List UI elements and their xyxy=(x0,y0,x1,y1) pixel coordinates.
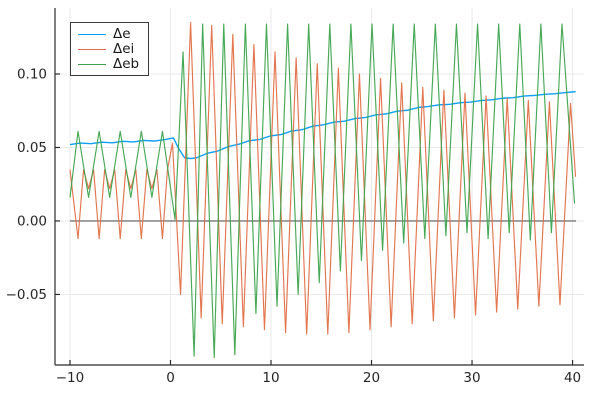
legend-line-sample-delta-eb xyxy=(78,63,106,65)
x-tick-label: −10 xyxy=(56,370,85,386)
legend-line-sample-delta-e xyxy=(78,33,106,35)
y-tick-label: −0.05 xyxy=(6,287,47,303)
legend: Δe Δei Δeb xyxy=(70,22,150,76)
series-line-delta-eb xyxy=(69,23,576,359)
y-tick-label: 0.00 xyxy=(17,213,47,229)
legend-label-delta-ei: Δei xyxy=(113,41,135,57)
x-tick-label: 10 xyxy=(262,370,279,386)
x-tick-label: 0 xyxy=(166,370,175,386)
axes-layer: −10 0 10 20 30 40 −0.05 0.00 0.05 0.10 xyxy=(6,8,584,386)
x-tick-label: 30 xyxy=(463,370,480,386)
legend-item-delta-e: Δe xyxy=(78,27,139,41)
legend-item-delta-eb: Δeb xyxy=(78,57,139,71)
y-tick-label: 0.05 xyxy=(17,140,47,156)
y-tick-label: 0.10 xyxy=(17,66,47,82)
legend-label-delta-e: Δe xyxy=(113,26,131,42)
legend-line-sample-delta-ei xyxy=(78,48,106,50)
series-line-delta-ei xyxy=(69,21,577,335)
series-line-delta-e xyxy=(69,90,576,160)
series-layer xyxy=(69,21,577,359)
legend-item-delta-ei: Δei xyxy=(78,42,139,56)
x-tick-label: 20 xyxy=(363,370,380,386)
legend-label-delta-eb: Δeb xyxy=(113,56,140,72)
x-tick-label: 40 xyxy=(564,370,581,386)
